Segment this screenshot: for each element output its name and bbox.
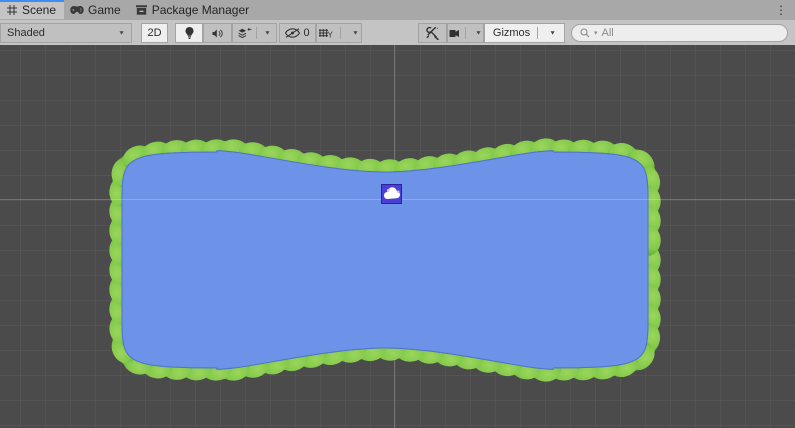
svg-text:Y: Y bbox=[328, 31, 334, 39]
